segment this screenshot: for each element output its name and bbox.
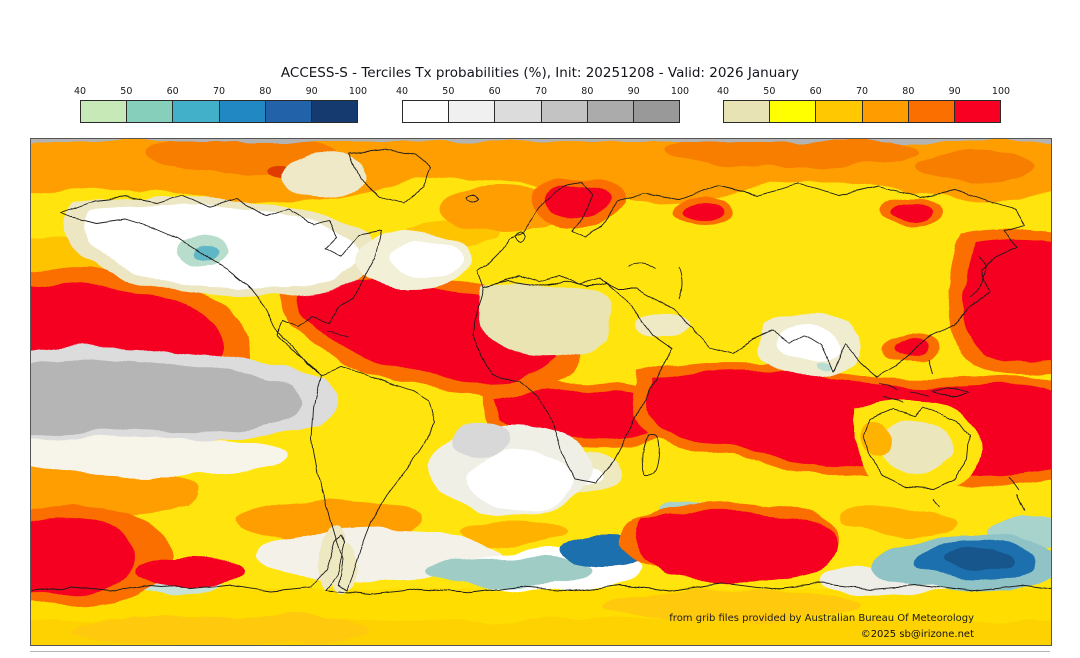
figure-title: ACCESS-S - Terciles Tx probabilities (%)… bbox=[280, 65, 800, 81]
colorbar-bar bbox=[80, 100, 358, 123]
colorbar-segment bbox=[541, 101, 588, 122]
colorbar-segment bbox=[862, 101, 909, 122]
colorbar-segment bbox=[127, 101, 174, 122]
attribution-text: from grib files provided by Australian B… bbox=[669, 613, 974, 624]
copyright-text: ©2025 sb@irizone.net bbox=[860, 629, 974, 640]
colorbar-segment bbox=[908, 101, 955, 122]
colorbar-tick-label: 60 bbox=[488, 86, 501, 97]
colorbar-tick-label: 50 bbox=[763, 86, 776, 97]
colorbar-segment bbox=[587, 101, 634, 122]
colorbar-tick-label: 70 bbox=[855, 86, 869, 97]
colorbar-tick-label: 50 bbox=[442, 86, 455, 97]
colorbar-tick-label: 40 bbox=[73, 86, 87, 97]
colorbar-bar bbox=[723, 100, 1001, 123]
colorbar-ticks: 40 50 60 70 80 90 100 bbox=[74, 86, 367, 99]
colorbar-segment bbox=[403, 101, 450, 122]
colorbar-tick-label: 70 bbox=[212, 86, 226, 97]
world-probability-map: from grib files provided by Australian B… bbox=[30, 138, 1052, 646]
map-plot bbox=[31, 139, 1051, 645]
colorbar-near-normal: 40 50 60 70 80 90 100 bbox=[396, 86, 689, 126]
colorbar-tick-label: 80 bbox=[259, 86, 272, 97]
colorbar-segment bbox=[495, 101, 542, 122]
colorbar-ticks: 40 50 60 70 80 90 100 bbox=[717, 86, 1010, 99]
colorbar-segment bbox=[81, 101, 128, 122]
bottom-rule bbox=[30, 651, 1050, 652]
colorbar-ticks: 40 50 60 70 80 90 100 bbox=[396, 86, 689, 99]
colorbar-segment bbox=[173, 101, 220, 122]
colorbar-tick-label: 90 bbox=[627, 86, 640, 97]
colorbar-segment bbox=[449, 101, 496, 122]
probability-field bbox=[31, 139, 1051, 645]
colorbar-segment bbox=[724, 101, 771, 122]
colorbar-tick-label: 60 bbox=[809, 86, 822, 97]
colorbar-tick-label: 60 bbox=[166, 86, 179, 97]
colorbar-tick-label: 90 bbox=[305, 86, 318, 97]
colorbar-segment bbox=[311, 101, 358, 122]
colorbar-segment bbox=[954, 101, 1001, 122]
colorbar-bar bbox=[402, 100, 680, 123]
colorbar-below-normal: 40 50 60 70 80 90 100 bbox=[74, 86, 367, 126]
colorbar-segment bbox=[265, 101, 312, 122]
colorbar-segment bbox=[219, 101, 266, 122]
colorbar-tick-label: 80 bbox=[581, 86, 594, 97]
colorbar-tick-label: 100 bbox=[991, 86, 1011, 97]
colorbar-tick-label: 90 bbox=[948, 86, 961, 97]
colorbar-above-normal: 40 50 60 70 80 90 100 bbox=[717, 86, 1010, 126]
colorbar-tick-label: 40 bbox=[395, 86, 409, 97]
colorbar-segment bbox=[633, 101, 680, 122]
colorbar-tick-label: 50 bbox=[120, 86, 133, 97]
colorbar-tick-label: 40 bbox=[716, 86, 730, 97]
colorbar-segment bbox=[770, 101, 817, 122]
colorbar-tick-label: 100 bbox=[348, 86, 368, 97]
colorbar-tick-label: 80 bbox=[902, 86, 915, 97]
colorbar-segment bbox=[816, 101, 863, 122]
colorbar-tick-label: 70 bbox=[534, 86, 548, 97]
coastlines bbox=[31, 148, 1051, 596]
colorbar-tick-label: 100 bbox=[670, 86, 690, 97]
